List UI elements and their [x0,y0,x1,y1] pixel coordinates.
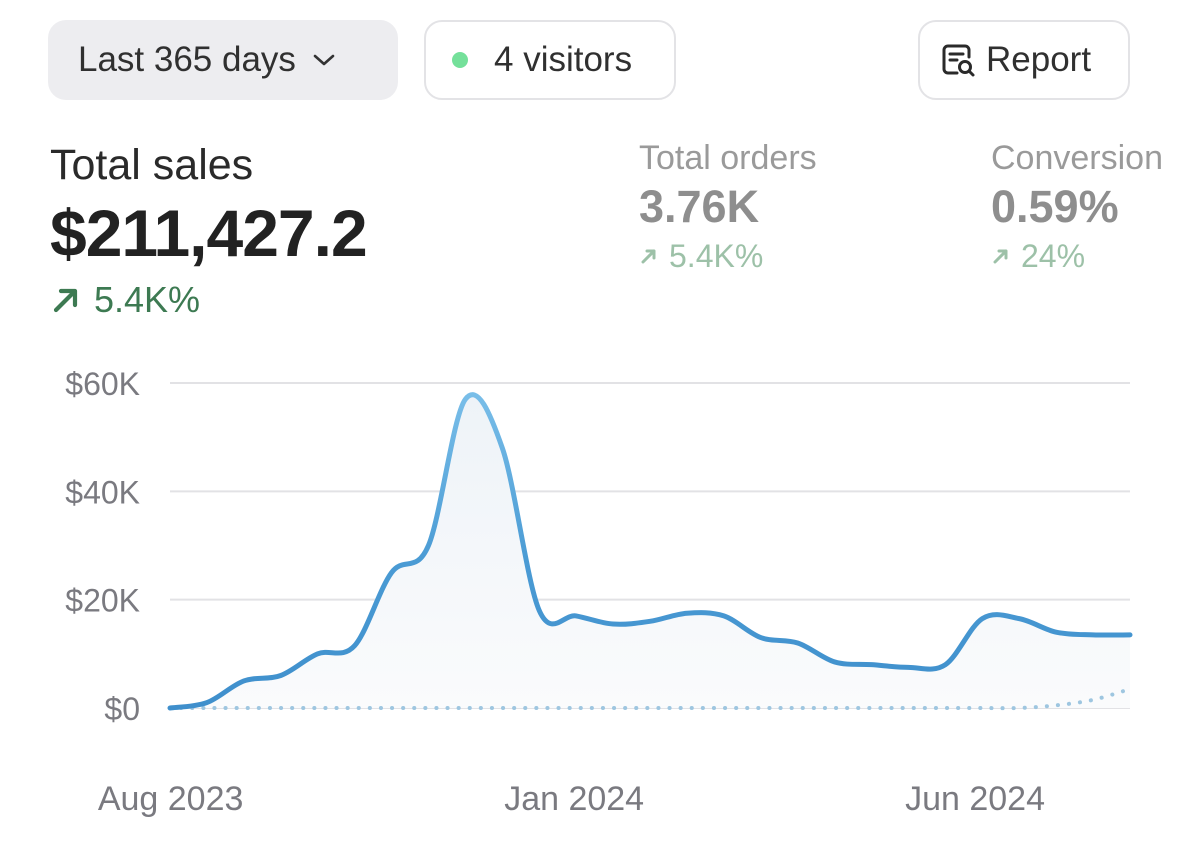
total-sales-label: Total sales [50,141,254,189]
arrow-up-right-icon [639,246,659,266]
y-tick-label: $60K [65,366,140,402]
x-tick-label: Jan 2024 [504,780,644,818]
report-label: Report [986,40,1092,79]
x-tick-label: Jun 2024 [905,780,1045,818]
conversion-change-value: 24% [1021,238,1086,274]
total-sales-change-value: 5.4K% [94,279,201,320]
y-tick-label: $0 [104,691,140,727]
live-dot-icon [452,52,468,68]
conversion-metric[interactable]: Conversion 0.59% 24% [991,138,1163,276]
total-sales-metric[interactable]: Total sales $211,427.2 5.4K% [50,140,368,322]
arrow-up-right-icon [50,284,82,316]
total-sales-value: $211,427.2 [50,196,368,270]
live-visitors-button[interactable]: 4 visitors [424,20,676,100]
y-tick-label: $40K [65,474,140,510]
total-sales-change: 5.4K% [50,278,367,322]
total-orders-change-value: 5.4K% [669,238,764,274]
arrow-up-right-icon [991,246,1011,266]
chevron-down-icon [312,52,336,68]
report-button[interactable]: Report [918,20,1130,100]
date-range-dropdown[interactable]: Last 365 days [48,20,398,100]
total-orders-value: 3.76K [639,181,760,232]
total-orders-metric[interactable]: Total orders 3.76K 5.4K% [639,138,817,276]
y-tick-label: $20K [65,583,140,619]
date-range-label: Last 365 days [78,40,296,79]
conversion-value: 0.59% [991,181,1119,232]
total-orders-change: 5.4K% [639,236,817,276]
total-orders-label: Total orders [639,139,817,177]
sales-chart[interactable]: $0 $20K $40K $60K Aug 2023 Jan 2024 Jun 2024 [0,340,1179,830]
conversion-change: 24% [991,236,1163,276]
report-search-icon [940,42,976,78]
sales-area-fill [170,394,1130,708]
sales-series-line [167,392,1133,711]
x-tick-label: Aug 2023 [98,780,244,818]
conversion-label: Conversion [991,139,1163,177]
visitors-label: 4 visitors [494,40,633,79]
